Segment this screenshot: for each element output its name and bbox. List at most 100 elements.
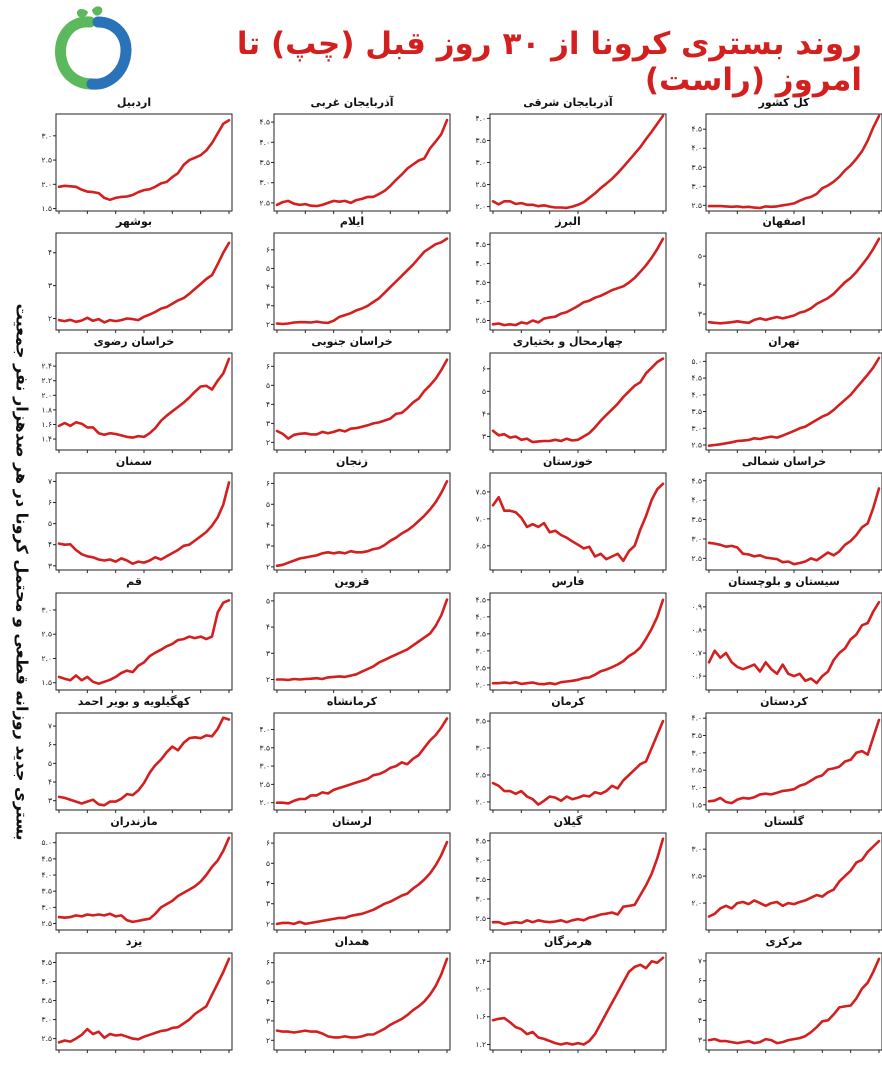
y-tick-label: ۶.۵ <box>476 541 486 550</box>
series-line <box>707 114 881 210</box>
chart-panel: چهارمحال و بختیاری ۳ ۴ ۵ ۶ <box>468 335 668 455</box>
plot-frame <box>705 952 882 1051</box>
series-line <box>707 356 881 447</box>
y-tick-label: ۵.۰ <box>692 357 702 366</box>
plot-frame <box>273 712 451 811</box>
y-tick-label: ۶ <box>266 958 270 967</box>
chart-title: گلستان <box>763 815 805 828</box>
y-tick-label: ۴.۵ <box>692 374 702 383</box>
line-chart: ۲.۵ ۳.۰ ۳.۵ ۴.۰ ۴.۵ <box>42 952 233 1053</box>
y-tick-label: ۴ <box>48 248 52 257</box>
y-tick-label: ۲.۵ <box>692 440 702 449</box>
chart-title: خراسان جنوبی <box>311 335 393 348</box>
series-line <box>707 839 881 918</box>
y-tick-label: ۴.۰ <box>42 977 52 986</box>
line-chart: ۲ ۳ ۴ ۵ ۶ <box>266 232 451 333</box>
y-tick-label: ۳ <box>482 432 486 441</box>
plot-frame <box>489 472 667 571</box>
series-line <box>275 479 449 568</box>
chart-title: فارس <box>551 575 585 588</box>
line-chart: ۰.۶ ۰.۷ ۰.۸ ۰.۹ <box>692 592 882 693</box>
y-tick-label: ۳.۰ <box>42 903 52 912</box>
chart-panel: گلستان ۲.۰ ۲.۵ ۳.۰ <box>684 815 882 935</box>
chart-title: سیستان و بلوچستان <box>728 575 840 588</box>
line-chart: ۳ ۴ ۵ ۶ <box>482 352 667 453</box>
chart-panel: آذربایجان شرقی ۲.۰ ۲.۵ ۳.۰ ۳.۵ ۴.۰ <box>468 96 668 216</box>
plot-frame <box>55 113 233 212</box>
y-tick-label: ۴.۰ <box>260 138 270 147</box>
y-tick-label: ۳.۰ <box>692 182 702 191</box>
y-tick-label: ۲.۵ <box>42 156 52 165</box>
y-tick-label: ۵.۰ <box>42 838 52 847</box>
line-chart: ۲.۰ ۲.۵ ۳.۰ ۳.۵ ۴.۰ <box>476 113 667 214</box>
chart-title: لرستان <box>332 815 372 828</box>
y-tick-label: ۲ <box>266 438 270 447</box>
chart-title: اردبیل <box>116 96 152 109</box>
y-tick-label: ۲.۵ <box>476 770 486 779</box>
y-tick-label: ۲.۵ <box>476 180 486 189</box>
line-chart: ۲.۵ ۳.۰ ۳.۵ ۴.۰ ۴.۵ <box>476 232 667 333</box>
y-tick-label: ۳ <box>698 1036 702 1045</box>
series-line <box>275 118 449 208</box>
chart-panel: کرمانشاه ۲.۰ ۲.۵ ۳.۰ ۳.۵ ۴.۰ <box>252 695 452 815</box>
chart-title: کرمان <box>551 695 585 708</box>
y-tick-label: ۶ <box>48 498 52 507</box>
y-tick-label: ۱.۲ <box>476 1040 486 1049</box>
plot-frame <box>705 472 882 571</box>
series-line <box>491 956 665 1046</box>
y-tick-label: ۵ <box>266 500 270 509</box>
series-line <box>491 719 665 806</box>
y-tick-label: ۲ <box>266 320 270 329</box>
chart-panel: البرز ۲.۵ ۳.۰ ۳.۵ ۴.۰ ۴.۵ <box>468 215 668 335</box>
y-tick-label: ۲.۰ <box>692 899 702 908</box>
chart-panel: خوزستان ۶.۵ ۷.۰ ۷.۵ <box>468 455 668 575</box>
chart-panel: اردبیل ۱.۵ ۲.۰ ۲.۵ ۳.۰ <box>34 96 234 216</box>
y-tick-label: ۳.۵ <box>260 743 270 752</box>
y-tick-label: ۴.۰ <box>692 144 702 153</box>
series-line <box>491 837 665 926</box>
y-tick-label: ۳ <box>48 796 52 805</box>
series-line <box>57 598 231 685</box>
y-tick-label: ۲ <box>266 562 270 571</box>
series-line <box>707 957 881 1045</box>
y-tick-label: ۳ <box>266 419 270 428</box>
y-tick-label: ۵ <box>482 387 486 396</box>
y-tick-label: ۳.۵ <box>692 515 702 524</box>
y-tick-label: ۵ <box>698 252 702 261</box>
series-line <box>491 237 665 327</box>
y-tick-label: ۲ <box>266 675 270 684</box>
chart-title: اصفهان <box>762 215 806 228</box>
y-tick-label: ۶ <box>266 479 270 488</box>
y-tick-label: ۲.۰ <box>42 654 52 663</box>
y-tick-label: ۴ <box>266 400 270 409</box>
chart-title: سمنان <box>115 455 153 468</box>
y-tick-label: ۲.۵ <box>476 914 486 923</box>
chart-panel: قم ۱.۵ ۲.۰ ۲.۵ ۳.۰ <box>34 575 234 695</box>
line-chart: ۲.۵ ۳.۰ ۳.۵ ۴.۰ ۴.۵ <box>476 832 667 933</box>
y-tick-label: ۲.۵ <box>692 872 702 881</box>
chart-title: کهگیلویه و بویر احمد <box>77 695 191 708</box>
chart-panel: خراسان رضوی ۱.۴ ۱.۶ ۱.۸ ۲.۰ ۲.۲ ۲.۴ <box>34 335 234 455</box>
y-tick-label: ۶ <box>266 362 270 371</box>
series-line <box>707 600 881 685</box>
y-tick-label: ۴.۰ <box>476 856 486 865</box>
chart-title: کرمانشاه <box>326 695 378 708</box>
y-tick-label: ۳.۵ <box>260 158 270 167</box>
series-line <box>275 358 449 440</box>
plot-frame <box>705 712 882 811</box>
chart-panel: خراسان جنوبی ۲ ۳ ۴ ۵ ۶ <box>252 335 452 455</box>
y-tick-label: ۴.۵ <box>476 240 486 249</box>
chart-panel: تهران ۲.۵ ۳.۰ ۳.۵ ۴.۰ ۴.۵ ۵.۰ <box>684 335 882 455</box>
page-title: روند بستری کرونا از ۳۰ روز قبل (چپ) تا ا… <box>236 26 862 98</box>
y-tick-label: ۳ <box>266 301 270 310</box>
chart-panel: بوشهر ۲ ۳ ۴ <box>34 215 234 335</box>
chart-title: مرکزی <box>765 935 803 948</box>
line-chart: ۲ ۳ ۴ <box>48 232 233 333</box>
y-tick-label: ۳.۰ <box>692 845 702 854</box>
y-tick-label: ۴ <box>266 997 270 1006</box>
chart-panel: اصفهان ۳ ۴ ۵ <box>684 215 882 335</box>
plot-frame <box>273 232 451 331</box>
y-tick-label: ۱.۵ <box>42 678 52 687</box>
y-tick-label: ۶ <box>266 245 270 254</box>
y-tick-label: ۰.۶ <box>692 672 702 681</box>
